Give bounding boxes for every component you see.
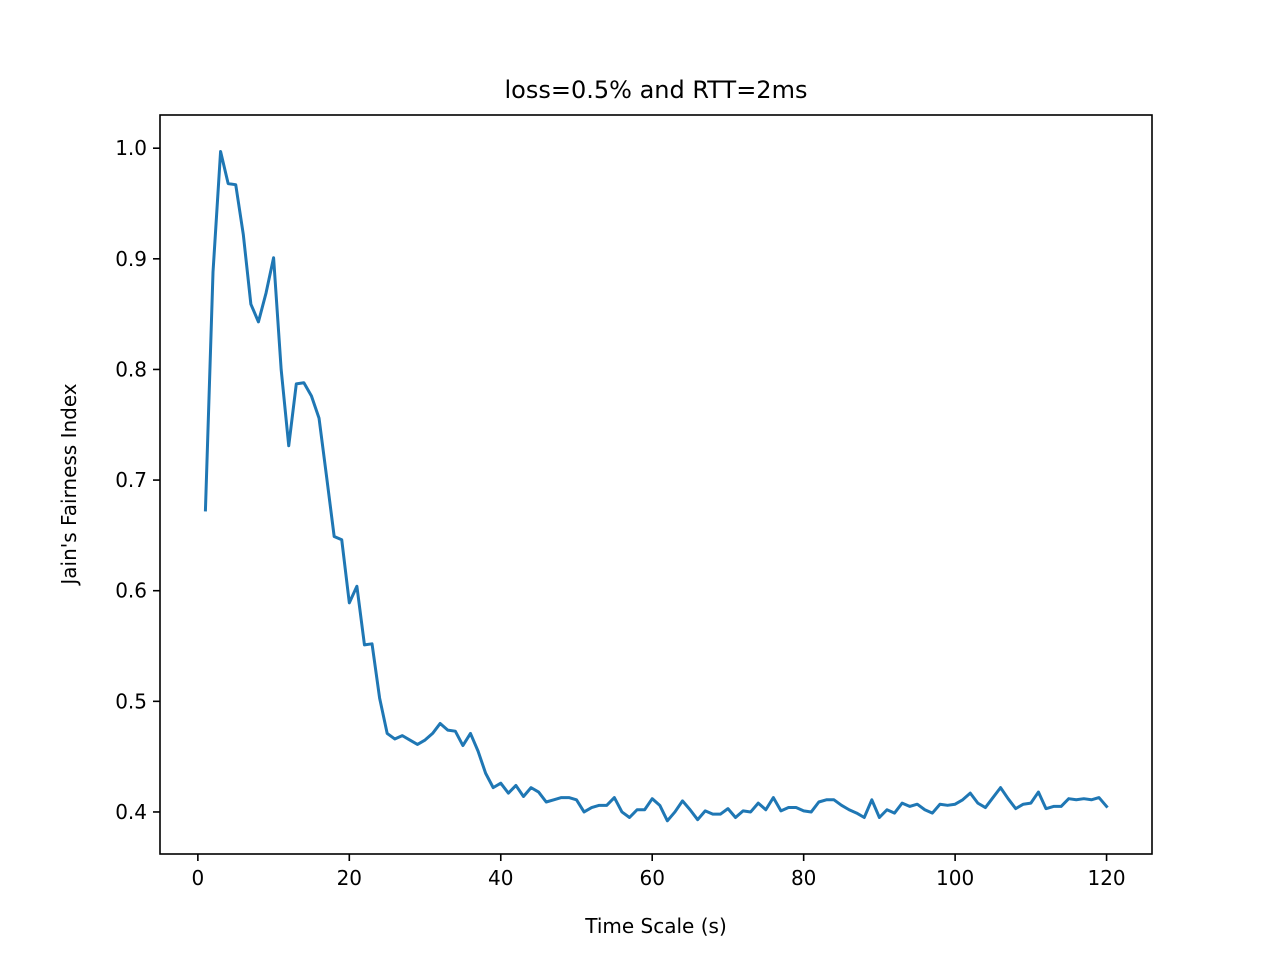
x-tick-label: 40 (488, 866, 513, 890)
y-tick-label: 0.7 (115, 468, 147, 492)
x-tick-label: 80 (791, 866, 816, 890)
chart-title: loss=0.5% and RTT=2ms (505, 76, 808, 104)
y-tick-label: 0.9 (115, 247, 147, 271)
x-tick-label: 120 (1087, 866, 1125, 890)
plot-area: 0 20 40 60 80 100 120 0.4 0.5 0.6 0.7 0.8 0.9 1.0 (115, 114, 1153, 890)
series-line-0 (203, 150, 1109, 823)
axes-frame (159, 114, 1153, 855)
y-tick-label: 0.6 (115, 579, 147, 603)
y-axis-label: Jain's Fairness Index (57, 383, 81, 586)
y-tick-label: 1.0 (115, 136, 147, 160)
x-axis-label: Time Scale (s) (584, 914, 727, 938)
y-tick-label: 0.8 (115, 357, 147, 381)
y-tick-label: 0.5 (115, 689, 147, 713)
y-tick-label: 0.4 (115, 800, 147, 824)
x-tick-label: 60 (639, 866, 664, 890)
x-tick-label: 100 (936, 866, 974, 890)
x-tick-label: 20 (337, 866, 362, 890)
x-tick-label: 0 (191, 866, 204, 890)
